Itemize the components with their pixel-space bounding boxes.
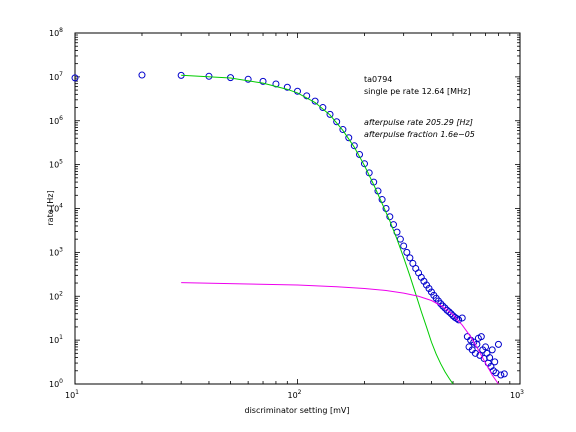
y-tick-label: 101 xyxy=(49,334,63,345)
y-tick-labels: 100 101 102 103 104 105 106 107 108 xyxy=(49,27,63,389)
data-point xyxy=(482,343,490,351)
y-tick-label: 105 xyxy=(49,159,63,170)
data-point xyxy=(486,354,494,362)
y-tick-label: 108 xyxy=(49,27,63,38)
y-tick-label: 104 xyxy=(49,203,63,214)
y-tick-label: 106 xyxy=(49,115,63,126)
y-axis-label: rate [Hz] xyxy=(46,190,55,225)
annotation-tube-id: ta0794 xyxy=(364,75,392,84)
x-tick-label: 103 xyxy=(510,389,524,400)
data-point xyxy=(319,104,327,112)
data-point xyxy=(447,310,455,318)
data-point xyxy=(491,358,499,366)
axis-ticks xyxy=(74,32,521,385)
data-point xyxy=(403,248,411,256)
data-point xyxy=(477,333,485,341)
data-point xyxy=(350,142,358,150)
annotation-afterpulse-fraction: afterpulse fraction 1.6e−05 xyxy=(364,130,475,139)
data-point xyxy=(400,242,408,250)
data-point xyxy=(244,75,252,83)
data-point xyxy=(494,340,502,348)
annotation-block: ta0794 single pe rate 12.64 [MHz] afterp… xyxy=(364,75,475,139)
y-tick-label: 102 xyxy=(49,290,63,301)
data-point xyxy=(488,346,496,354)
data-point xyxy=(259,77,267,85)
data-point xyxy=(272,80,280,88)
data-point xyxy=(425,285,433,293)
data-point xyxy=(439,302,447,310)
fit-curve-1 xyxy=(181,74,454,385)
data-point xyxy=(500,370,508,378)
data-point xyxy=(294,87,301,95)
x-axis-label: discriminator setting [mV] xyxy=(244,406,349,415)
data-point xyxy=(406,254,414,262)
data-point xyxy=(386,213,394,221)
data-point xyxy=(445,308,453,316)
x-tick-label: 101 xyxy=(65,389,79,400)
data-point xyxy=(283,83,291,91)
annotation-afterpulse-rate: afterpulse rate 205.29 [Hz] xyxy=(364,118,473,127)
data-point xyxy=(497,371,505,379)
data-point xyxy=(345,134,353,142)
data-point xyxy=(453,315,461,323)
data-point xyxy=(441,304,449,312)
annotation-single-pe-rate: single pe rate 12.64 [MHz] xyxy=(364,87,470,96)
data-point xyxy=(458,314,466,322)
data-point xyxy=(138,71,146,79)
data-point xyxy=(471,349,479,357)
data-point xyxy=(409,259,417,267)
x-tick-labels: 101 102 103 xyxy=(65,389,524,400)
data-point xyxy=(443,306,451,314)
data-point xyxy=(71,74,79,82)
data-point xyxy=(326,110,334,118)
data-series xyxy=(71,71,508,385)
plot-area xyxy=(74,32,521,385)
fit-curve-2 xyxy=(181,282,499,385)
x-tick-label: 102 xyxy=(287,389,301,400)
y-tick-label: 100 xyxy=(49,378,63,389)
data-point xyxy=(389,221,397,229)
data-point xyxy=(455,316,463,324)
y-tick-label: 103 xyxy=(49,246,63,257)
data-point xyxy=(339,126,347,134)
data-point xyxy=(333,118,341,126)
y-tick-label: 107 xyxy=(49,71,63,82)
